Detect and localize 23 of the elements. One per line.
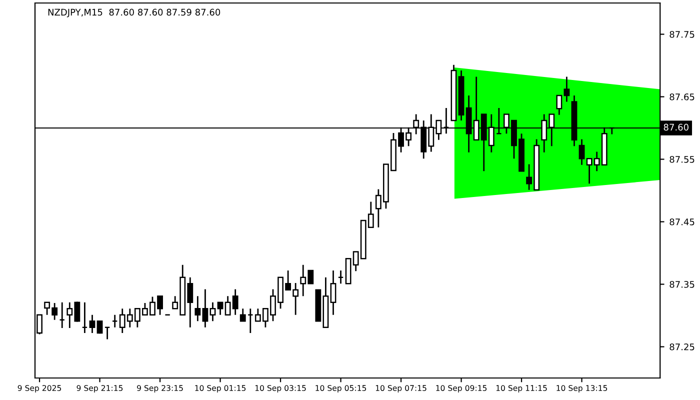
y-tick-label: 87.25: [670, 343, 694, 350]
y-tick-label: 87.45: [670, 218, 694, 226]
candlestick: [59, 302, 66, 329]
candlestick: [104, 326, 110, 340]
candlestick: [217, 302, 224, 316]
candlestick: [338, 270, 344, 284]
candlestick: [330, 270, 336, 316]
y-tick-label: 87.75: [670, 30, 694, 38]
candlestick: [96, 320, 103, 334]
candlestick: [112, 314, 118, 328]
y-tick-label: 87.65: [670, 93, 694, 100]
candlestick: [556, 94, 562, 116]
candlestick: [89, 314, 96, 334]
y-tick-label: 87.55: [670, 156, 694, 163]
text: NZDJPY,M15 87.60 87.60 87.59 87.60: [48, 8, 220, 18]
y-tick-label: 87.35: [670, 280, 694, 288]
candlestick: [210, 302, 216, 322]
candlestick: [82, 302, 88, 334]
ref-line-label: 87.60: [664, 124, 688, 131]
candlestick: [578, 138, 585, 166]
candlestick: [564, 76, 570, 102]
candlestick: [240, 308, 246, 322]
candlestick: [247, 308, 254, 334]
